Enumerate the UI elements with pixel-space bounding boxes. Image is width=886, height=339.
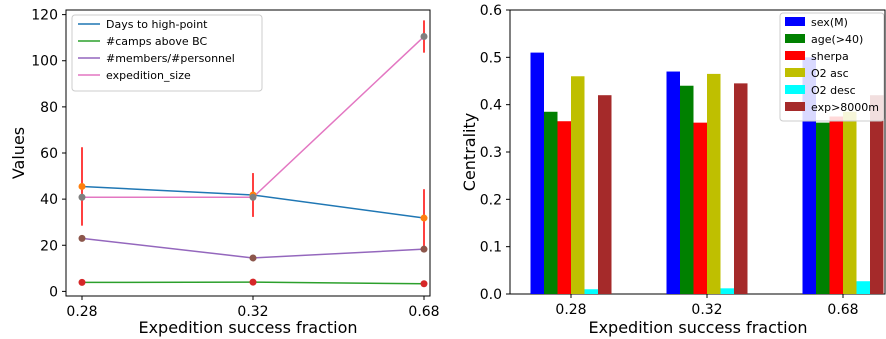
legend-label: expedition_size [106,69,191,82]
data-point [78,234,86,242]
y-tick-label: 100 [31,54,58,70]
y-tick-label: 60 [40,146,58,162]
legend-label: sex(M) [811,16,848,29]
x-axis-label: Expedition success fraction [588,318,807,337]
y-tick-label: 20 [40,238,58,254]
legend-right: sex(M) age(>40) sherpa O2 asc O2 desc exp>800… [779,12,885,122]
legend-label: Days to high-point [106,18,208,31]
x-tick-label: 0.68 [827,302,858,318]
legend-swatch [785,68,805,77]
y-tick-label: 80 [40,100,58,116]
bar [843,111,857,295]
x-tick-label: 0.68 [408,304,439,320]
y-tick-label: 0.1 [480,240,502,256]
bar [598,95,612,294]
y-tick-label: 0.3 [480,145,502,161]
data-point [420,280,428,288]
data-point [249,278,257,286]
data-point [420,245,428,253]
bar [870,95,884,294]
y-tick-label: 0.2 [480,192,502,208]
legend-frame [71,14,263,92]
bar [720,288,734,294]
data-point [420,33,428,41]
bar [544,111,558,295]
x-tick-label: 0.32 [691,302,722,318]
data-point [249,193,257,201]
bar [557,121,571,294]
legend-label: exp>8000m [811,101,879,114]
bar [571,76,585,295]
x-axis-label: Expedition success fraction [138,318,357,337]
bar [829,116,843,294]
y-tick-label: 0.6 [480,3,502,19]
y-tick-label: 40 [40,192,58,208]
line-chart-panel: 0 20 40 60 80 100 120 0.28 0.32 0.68 Expedition su… [9,8,440,337]
y-tick-label: 0.4 [480,98,502,114]
legend-frame [779,12,885,122]
legend-swatch [785,34,805,43]
bar [856,281,870,294]
legend-swatch [785,51,805,60]
bar-chart-panel: 0.0 0.1 0.2 0.3 0.4 0.5 0.6 0.28 0.32 0.68 Expedit… [460,3,886,337]
y-tick-label: 0.0 [480,287,502,303]
y-tick-label: 0.5 [480,50,502,66]
legend-label: age(>40) [811,33,863,46]
legend-label: #members/#personnel [106,52,235,65]
x-tick-label: 0.28 [555,302,586,318]
legend-label: #camps above BC [106,35,208,48]
legend-left: Days to high-point #camps above BC #member… [71,14,263,92]
data-point [420,214,428,222]
bar [816,122,830,294]
bar [734,83,748,294]
y-axis-label: Values [9,127,28,179]
y-axis-label: Centrality [460,113,479,191]
y-tick-label: 120 [31,8,58,24]
legend-label: sherpa [811,50,849,63]
legend-swatch [785,17,805,26]
data-point [78,278,86,286]
bar [530,52,544,294]
y-tick-label: 0 [49,284,58,300]
x-tick-label: 0.28 [66,304,97,320]
bar [666,71,680,295]
bar [680,85,694,294]
data-point [78,193,86,201]
legend-label: O2 asc [811,67,849,80]
x-tick-label: 0.32 [237,304,268,320]
bar [693,122,707,294]
data-point [78,182,86,190]
data-point [249,254,257,262]
bar [584,289,598,294]
bar [707,73,721,295]
legend-label: O2 desc [811,84,856,97]
legend-swatch [785,85,805,94]
legend-swatch [785,102,805,111]
